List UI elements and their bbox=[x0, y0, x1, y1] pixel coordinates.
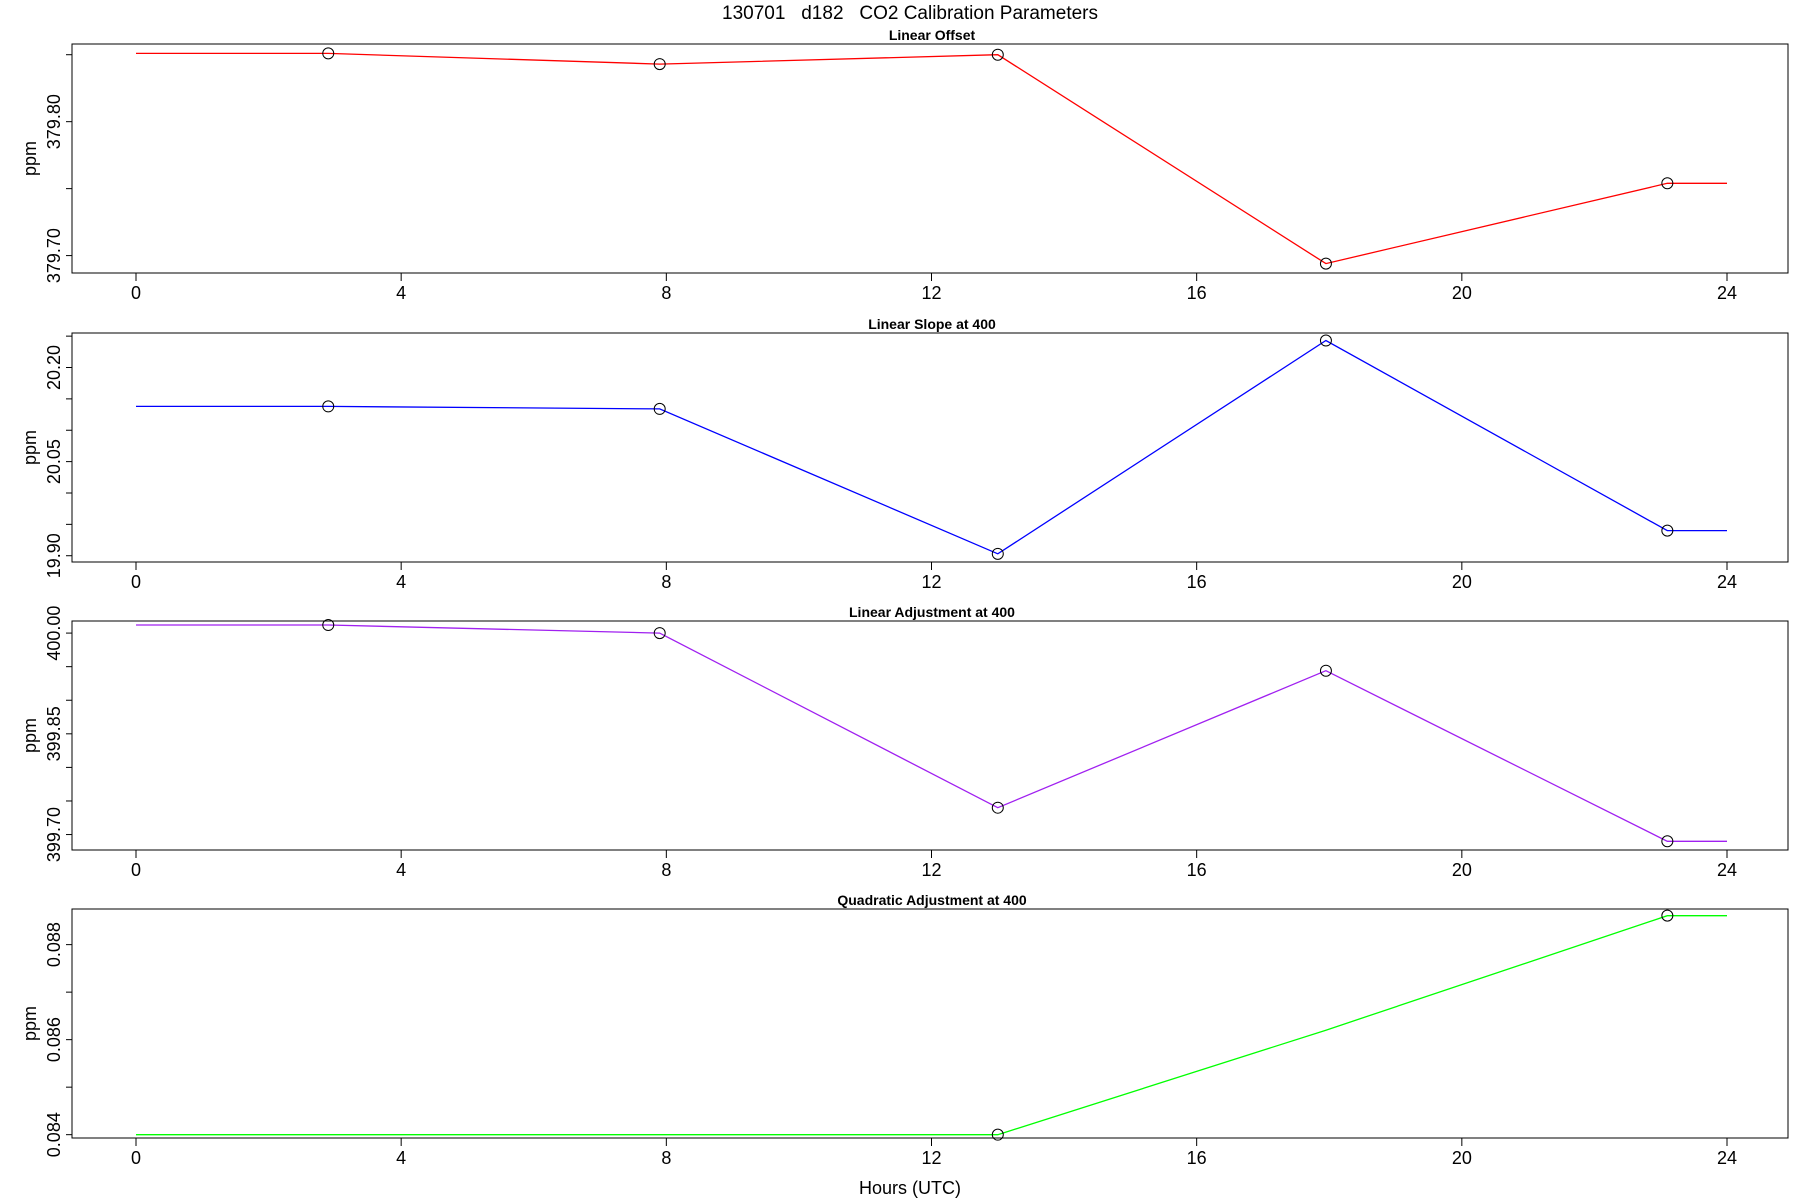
data-point bbox=[322, 619, 335, 632]
y-axis-label: ppm bbox=[20, 1006, 40, 1041]
x-tick-label: 8 bbox=[661, 283, 671, 303]
x-tick-label: 0 bbox=[131, 860, 141, 880]
x-tick-label: 8 bbox=[661, 572, 671, 592]
y-tick-label: 19.90 bbox=[44, 533, 64, 578]
x-tick-label: 12 bbox=[921, 572, 941, 592]
plot-frame bbox=[71, 908, 1789, 1139]
data-point bbox=[991, 1128, 1004, 1141]
series-line bbox=[136, 915, 1727, 1136]
x-tick-label: 16 bbox=[1187, 1148, 1207, 1168]
data-point bbox=[1319, 257, 1332, 270]
y-tick-label: 379.70 bbox=[44, 228, 64, 283]
x-tick-label: 20 bbox=[1452, 572, 1472, 592]
data-point bbox=[1661, 909, 1674, 922]
y-tick-label: 0.084 bbox=[44, 1112, 64, 1157]
chart-panel-2: Linear Slope at 400 0 4 8 12 16 20 24 19.90 20.05… bbox=[20, 316, 1789, 592]
data-point bbox=[1661, 177, 1674, 190]
x-tick-label: 0 bbox=[131, 1148, 141, 1168]
series-line bbox=[136, 339, 1727, 555]
y-tick-label: 20.05 bbox=[44, 439, 64, 484]
x-tick-label: 4 bbox=[396, 572, 406, 592]
y-tick-label: 0.088 bbox=[44, 922, 64, 967]
y-tick-label: 0.086 bbox=[44, 1017, 64, 1062]
x-tick-label: 8 bbox=[661, 1148, 671, 1168]
x-tick-label: 16 bbox=[1187, 860, 1207, 880]
x-axis-label: Hours (UTC) bbox=[859, 1178, 961, 1198]
y-tick-label: 379.80 bbox=[44, 94, 64, 149]
data-point bbox=[1319, 664, 1332, 677]
data-point bbox=[1661, 524, 1674, 537]
x-tick-label: 12 bbox=[921, 1148, 941, 1168]
data-point bbox=[322, 400, 335, 413]
panel-title: Quadratic Adjustment at 400 bbox=[837, 892, 1027, 908]
chart-panel-3: Linear Adjustment at 400 0 4 8 12 16 20 24 399.7… bbox=[20, 604, 1789, 880]
x-tick-label: 24 bbox=[1717, 1148, 1737, 1168]
figure-title: 130701 d182 CO2 Calibration Parameters bbox=[722, 3, 1098, 24]
x-tick-label: 4 bbox=[396, 283, 406, 303]
panel-title: Linear Adjustment at 400 bbox=[849, 604, 1015, 620]
x-tick-label: 12 bbox=[921, 860, 941, 880]
panel-title: Linear Offset bbox=[889, 27, 976, 43]
x-tick-label: 0 bbox=[131, 283, 141, 303]
x-tick-label: 8 bbox=[661, 860, 671, 880]
chart-panel-4: Quadratic Adjustment at 400 0 4 8 12 16 20 24 0.… bbox=[20, 892, 1789, 1168]
x-tick-label: 20 bbox=[1452, 1148, 1472, 1168]
x-tick-label: 0 bbox=[131, 572, 141, 592]
x-tick-label: 24 bbox=[1717, 572, 1737, 592]
x-tick-label: 16 bbox=[1187, 283, 1207, 303]
data-point bbox=[1661, 835, 1674, 848]
x-tick-label: 20 bbox=[1452, 860, 1472, 880]
x-tick-label: 12 bbox=[921, 283, 941, 303]
x-tick-label: 24 bbox=[1717, 283, 1737, 303]
y-tick-label: 399.85 bbox=[44, 706, 64, 761]
data-point bbox=[653, 627, 666, 640]
panel-title: Linear Slope at 400 bbox=[868, 316, 996, 332]
data-point bbox=[991, 48, 1004, 61]
y-axis-label: ppm bbox=[20, 718, 40, 753]
series-line bbox=[136, 52, 1727, 265]
plot-frame bbox=[71, 332, 1789, 563]
plot-frame bbox=[71, 43, 1789, 274]
data-point bbox=[322, 47, 335, 60]
data-point bbox=[653, 402, 666, 415]
y-tick-label: 400.00 bbox=[44, 606, 64, 661]
y-tick-label: 399.70 bbox=[44, 807, 64, 862]
plot-frame bbox=[71, 620, 1789, 851]
data-point bbox=[991, 547, 1004, 560]
data-point bbox=[653, 58, 666, 71]
y-axis-label: ppm bbox=[20, 430, 40, 465]
data-point bbox=[991, 801, 1004, 814]
x-tick-label: 4 bbox=[396, 860, 406, 880]
x-tick-label: 16 bbox=[1187, 572, 1207, 592]
x-tick-label: 24 bbox=[1717, 860, 1737, 880]
x-tick-label: 4 bbox=[396, 1148, 406, 1168]
y-axis-label: ppm bbox=[20, 141, 40, 176]
series-line bbox=[136, 624, 1727, 842]
x-tick-label: 20 bbox=[1452, 283, 1472, 303]
y-tick-label: 20.20 bbox=[44, 345, 64, 390]
data-point bbox=[1319, 334, 1332, 347]
